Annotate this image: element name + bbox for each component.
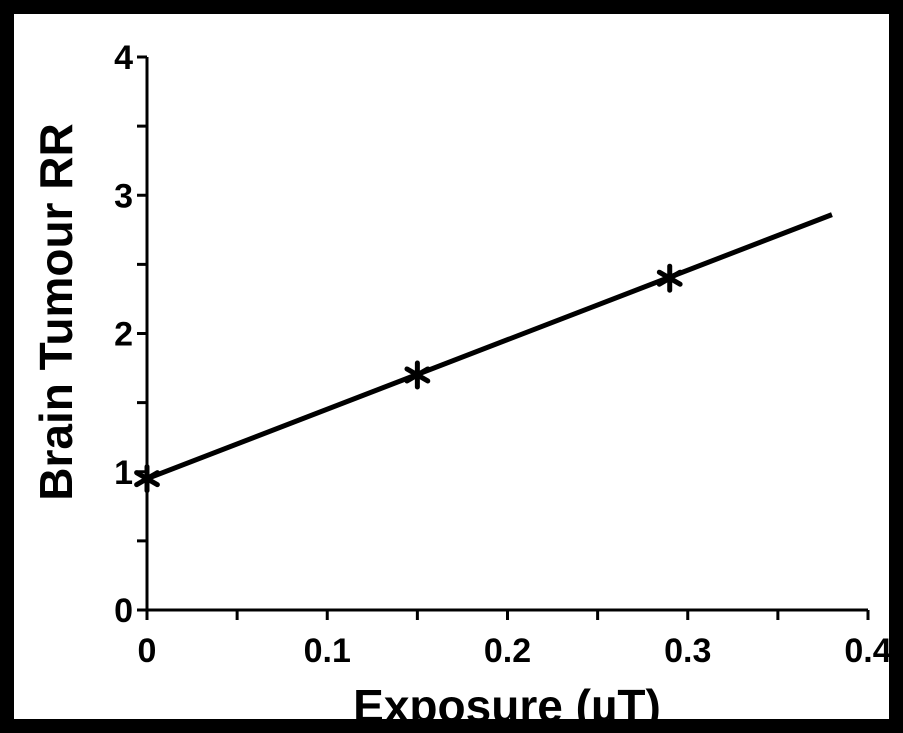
data-points	[134, 263, 683, 494]
x-tick-label: 0.1	[304, 632, 351, 670]
x-tick-label: 0.3	[664, 632, 711, 670]
x-tick-label: 0.4	[844, 632, 891, 670]
ticks	[137, 55, 870, 620]
y-tick-label: 1	[114, 454, 133, 492]
data-point	[656, 263, 683, 293]
y-tick-label: 0	[114, 592, 133, 630]
y-tick-label: 4	[114, 39, 133, 77]
x-axis-label: Exposure (µT)	[353, 680, 661, 732]
asterisk-stroke	[404, 366, 431, 384]
data-point	[134, 464, 160, 494]
asterisk-stroke	[656, 269, 683, 287]
y-tick-label: 3	[114, 177, 133, 215]
x-tick-label: 0.2	[484, 632, 531, 670]
tick-labels: 0 0.1 0.2 0.3 0.4 0 1 2 3 4	[114, 39, 892, 670]
x-tick-label: 0	[138, 632, 157, 670]
trend-line	[146, 212, 833, 481]
y-tick-label: 2	[114, 316, 133, 354]
data-point	[404, 360, 431, 390]
axes	[145, 57, 868, 612]
asterisk-stroke	[134, 470, 160, 488]
y-axis-label: Brain Tumour RR	[30, 123, 82, 500]
